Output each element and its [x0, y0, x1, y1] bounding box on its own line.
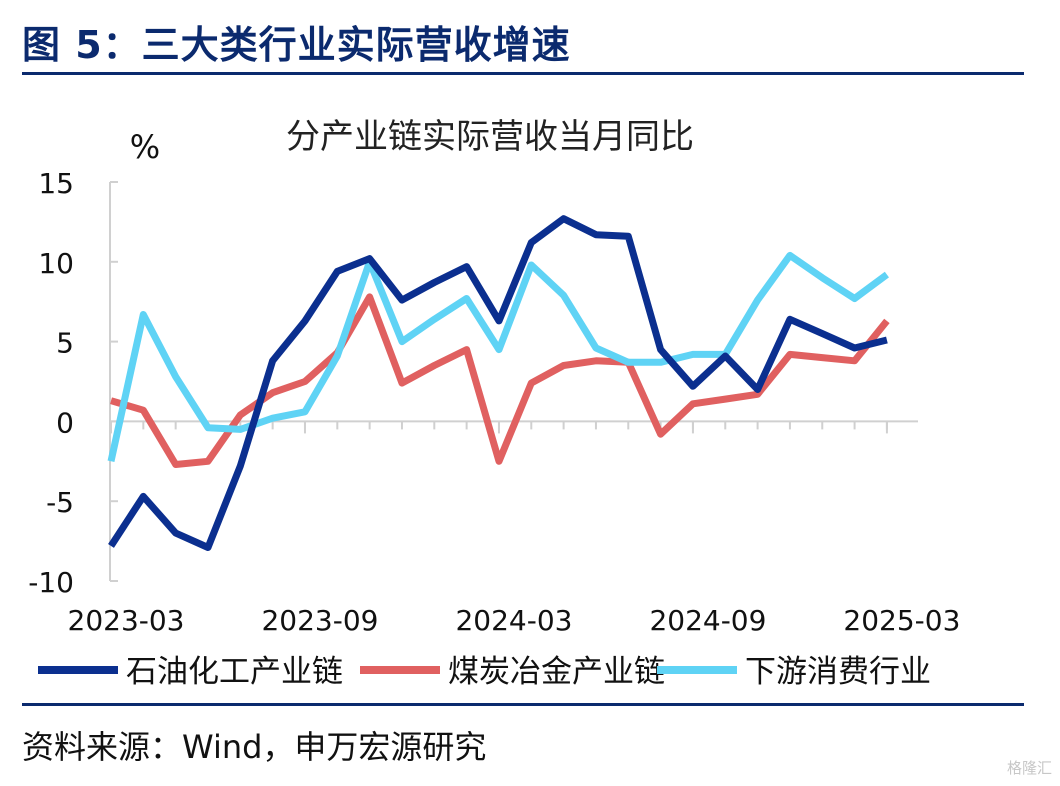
series-line-0: [108, 215, 888, 551]
watermark: 格隆汇: [1006, 759, 1052, 777]
y-tick-label: 10: [38, 247, 74, 280]
series-line-2: [107, 251, 889, 463]
source-divider: [22, 703, 1024, 706]
x-tick-label: 2024-03: [455, 604, 572, 637]
y-tick-label: 5: [56, 327, 74, 360]
chart-title: 分产业链实际营收当月同比: [286, 117, 694, 157]
legend-label-1: 煤炭冶金产业链: [448, 654, 665, 690]
y-tick-label: -10: [28, 566, 74, 599]
y-tick-label: 0: [56, 406, 74, 439]
figure-title: 图 5：三大类行业实际营收增速: [22, 23, 571, 67]
line-chart: 分产业链实际营收当月同比 % 15 10 5 0 -5 -10 2023-03 2023-09…: [28, 117, 960, 690]
x-tick-label: 2023-03: [68, 604, 185, 637]
y-tick-label: 15: [38, 167, 74, 200]
y-axis-unit: %: [130, 128, 160, 166]
x-tick-label: 2024-09: [649, 604, 766, 637]
y-tick-label: -5: [46, 486, 74, 519]
source-note: 资料来源：Wind，申万宏源研究: [22, 728, 487, 766]
title-divider: [22, 72, 1024, 75]
x-tick-label: 2023-09: [261, 604, 378, 637]
legend-label-0: 石油化工产业链: [126, 654, 343, 690]
legend-label-2: 下游消费行业: [745, 654, 931, 690]
x-tick-label: 2025-03: [843, 604, 960, 637]
series-line-1: [110, 293, 890, 468]
